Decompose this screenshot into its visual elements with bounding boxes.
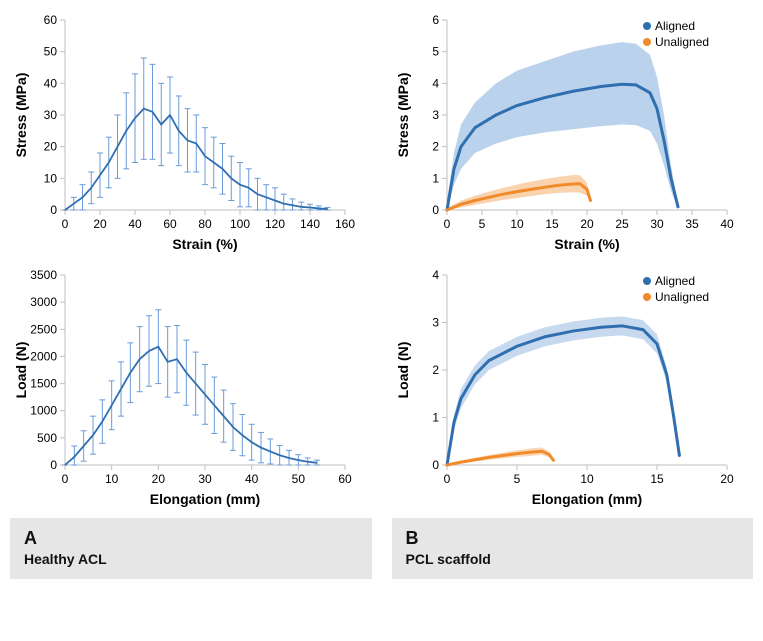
- panel-b-top: 0 5 10 15 20 25 30 35 40 0 1 2 3 4 5 6 Strain (%) Stress …: [392, 10, 754, 255]
- svg-text:Strain (%): Strain (%): [554, 236, 619, 252]
- svg-text:60: 60: [338, 472, 352, 486]
- svg-text:50: 50: [44, 45, 58, 59]
- chart-grid: 0204060801001201401600102030405060Strain…: [10, 10, 753, 510]
- svg-text:Strain (%): Strain (%): [172, 236, 237, 252]
- svg-text:0: 0: [432, 203, 439, 217]
- svg-text:10: 10: [580, 472, 594, 486]
- svg-text:Unaligned: Unaligned: [655, 35, 709, 49]
- svg-text:20: 20: [44, 140, 58, 154]
- svg-text:60: 60: [44, 13, 58, 27]
- panel-b-bottom: 0 5 10 15 20 0 1 2 3 4 Elongation (mm) Load (N) Alig…: [392, 265, 754, 510]
- svg-text:Elongation (mm): Elongation (mm): [531, 491, 641, 507]
- svg-text:Stress (MPa): Stress (MPa): [13, 73, 29, 158]
- svg-text:2: 2: [432, 363, 439, 377]
- svg-text:15: 15: [650, 472, 664, 486]
- svg-text:160: 160: [335, 217, 355, 231]
- svg-text:500: 500: [37, 431, 57, 445]
- footer-b-caption: PCL scaffold: [406, 551, 740, 567]
- svg-text:10: 10: [105, 472, 119, 486]
- svg-text:15: 15: [545, 217, 559, 231]
- svg-text:0: 0: [432, 458, 439, 472]
- svg-text:Unaligned: Unaligned: [655, 290, 709, 304]
- svg-text:0: 0: [50, 458, 57, 472]
- svg-text:100: 100: [230, 217, 250, 231]
- svg-text:3000: 3000: [30, 295, 57, 309]
- svg-text:3500: 3500: [30, 268, 57, 282]
- svg-text:25: 25: [615, 217, 629, 231]
- svg-text:50: 50: [292, 472, 306, 486]
- svg-text:0: 0: [62, 217, 69, 231]
- svg-text:60: 60: [163, 217, 177, 231]
- svg-text:5: 5: [432, 45, 439, 59]
- footer-a-caption: Healthy ACL: [24, 551, 358, 567]
- svg-text:5: 5: [478, 217, 485, 231]
- svg-text:40: 40: [128, 217, 142, 231]
- svg-text:2000: 2000: [30, 349, 57, 363]
- svg-text:4: 4: [432, 76, 439, 90]
- panel-a-bottom: 0 10 20 30 40 50 60 0 500 1000 1500 2000 2500 3000 350…: [10, 265, 372, 510]
- svg-text:20: 20: [720, 472, 734, 486]
- footer-a: A Healthy ACL: [10, 518, 372, 579]
- svg-text:Aligned: Aligned: [655, 274, 695, 288]
- svg-text:40: 40: [720, 217, 734, 231]
- svg-text:1: 1: [432, 171, 439, 185]
- svg-text:0: 0: [443, 472, 450, 486]
- svg-text:20: 20: [152, 472, 166, 486]
- svg-text:10: 10: [510, 217, 524, 231]
- svg-text:2: 2: [432, 140, 439, 154]
- footer-b-letter: B: [406, 528, 740, 549]
- svg-text:1000: 1000: [30, 404, 57, 418]
- svg-text:Elongation (mm): Elongation (mm): [150, 491, 260, 507]
- svg-text:4: 4: [432, 268, 439, 282]
- figure: 0204060801001201401600102030405060Strain…: [0, 0, 763, 579]
- footer-a-letter: A: [24, 528, 358, 549]
- svg-text:10: 10: [44, 171, 58, 185]
- svg-text:Load (N): Load (N): [395, 342, 411, 399]
- svg-text:Aligned: Aligned: [655, 19, 695, 33]
- svg-text:40: 40: [245, 472, 259, 486]
- svg-text:1: 1: [432, 411, 439, 425]
- svg-text:0: 0: [50, 203, 57, 217]
- svg-text:Stress (MPa): Stress (MPa): [395, 73, 411, 158]
- footer-b: B PCL scaffold: [392, 518, 754, 579]
- svg-text:140: 140: [300, 217, 320, 231]
- svg-text:0: 0: [443, 217, 450, 231]
- svg-text:5: 5: [513, 472, 520, 486]
- svg-text:30: 30: [198, 472, 212, 486]
- svg-text:20: 20: [93, 217, 107, 231]
- svg-text:0: 0: [62, 472, 69, 486]
- svg-text:2500: 2500: [30, 322, 57, 336]
- panel-a-top: 0 20 40 60 80 100 120 140 160 0 10 20 30 40 50 60 Strain…: [10, 10, 372, 255]
- svg-text:Load (N): Load (N): [13, 342, 29, 399]
- svg-text:1500: 1500: [30, 377, 57, 391]
- footer-bar: A Healthy ACL B PCL scaffold: [10, 518, 753, 579]
- svg-text:30: 30: [650, 217, 664, 231]
- svg-text:35: 35: [685, 217, 699, 231]
- svg-text:30: 30: [44, 108, 58, 122]
- svg-text:6: 6: [432, 13, 439, 27]
- svg-text:80: 80: [198, 217, 212, 231]
- svg-text:3: 3: [432, 108, 439, 122]
- svg-text:120: 120: [265, 217, 285, 231]
- svg-text:3: 3: [432, 316, 439, 330]
- svg-text:40: 40: [44, 76, 58, 90]
- svg-text:20: 20: [580, 217, 594, 231]
